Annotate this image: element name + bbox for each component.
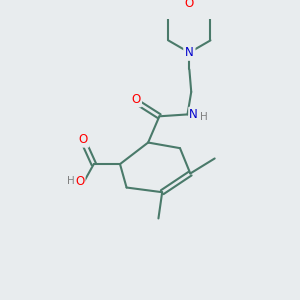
Text: O: O — [131, 93, 141, 106]
Text: O: O — [79, 133, 88, 146]
Text: H: H — [200, 112, 207, 122]
Text: O: O — [75, 176, 84, 188]
Text: O: O — [185, 0, 194, 10]
Text: H: H — [68, 176, 75, 186]
Text: N: N — [185, 46, 194, 59]
Text: N: N — [189, 108, 198, 121]
